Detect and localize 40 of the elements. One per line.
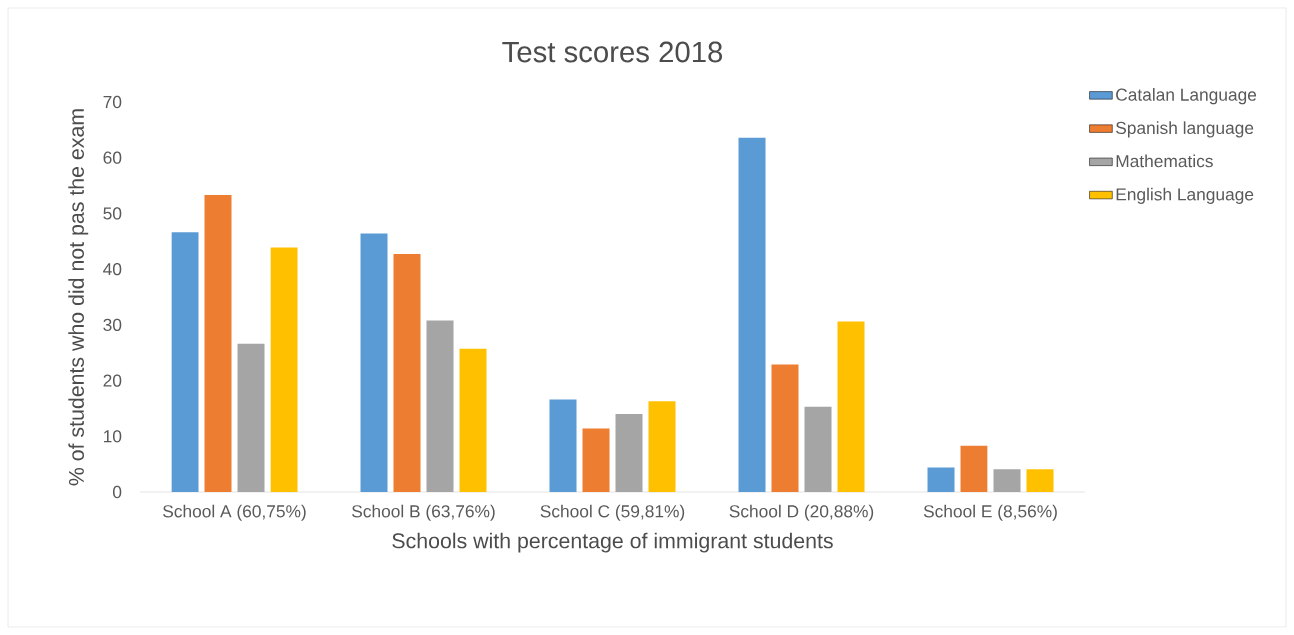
bar	[993, 469, 1021, 492]
chart-title: Test scores 2018	[502, 41, 723, 63]
bar	[204, 195, 232, 492]
x-tick-label: School A (60,75%)	[163, 504, 306, 521]
x-tick-label: School E (8,56%)	[923, 504, 1057, 521]
y-tick-label: 50	[103, 207, 122, 220]
y-axis-title: % of students who did not pas the exam	[68, 109, 89, 486]
x-tick-label: School B (63,76%)	[352, 504, 495, 521]
bar	[648, 401, 676, 492]
legend-label: Catalan Language	[1116, 88, 1257, 105]
bar	[927, 467, 955, 492]
bar	[960, 445, 988, 492]
x-axis-title: Schools with percentage of immigrant students	[392, 532, 833, 553]
bar	[771, 364, 799, 492]
bar	[582, 428, 610, 492]
y-tick-label: 10	[104, 430, 122, 443]
legend-label: Spanish language	[1116, 121, 1254, 138]
bar	[270, 247, 298, 492]
bar	[171, 232, 199, 492]
y-tick-label: 20	[103, 374, 122, 387]
y-tick-label: 0	[112, 485, 122, 499]
bar	[360, 233, 388, 492]
x-tick-label: School C (59,81%)	[540, 504, 685, 521]
bar	[804, 406, 832, 492]
y-tick-label: 40	[103, 263, 122, 276]
legend-label: English Language	[1116, 187, 1254, 204]
bar	[426, 320, 454, 492]
y-tick-label: 60	[103, 151, 122, 164]
y-tick-label: 70	[103, 95, 122, 109]
bar	[1026, 469, 1054, 492]
bar	[837, 321, 865, 492]
bar	[549, 399, 577, 492]
bar	[738, 137, 766, 492]
x-tick-label: School D (20,88%)	[729, 504, 874, 521]
bar	[459, 348, 487, 492]
bar	[615, 414, 643, 492]
y-tick-label: 30	[103, 318, 122, 331]
legend-label: Mathematics	[1116, 154, 1213, 168]
bar	[393, 254, 421, 492]
bar	[237, 343, 265, 492]
